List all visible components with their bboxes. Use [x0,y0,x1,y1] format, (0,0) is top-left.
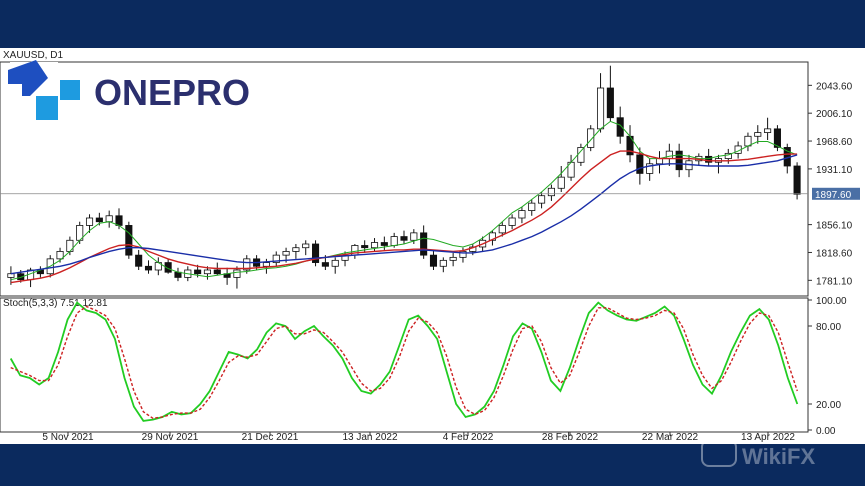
candle-body [341,254,349,261]
candle-body [361,245,369,249]
candle-body [380,242,388,246]
price-tick-label: 2043.60 [816,81,853,92]
candle-body [203,269,212,275]
candle-body [7,273,15,278]
candle-body [95,217,103,223]
candle-body [547,187,555,197]
candle-body [675,150,683,171]
candle-body [272,254,280,263]
candle-body [125,225,133,256]
candle-body [488,232,496,241]
stoch-label: Stoch(5,3,3) 7.51 12.81 [3,298,108,309]
logo-mark-icon [8,60,48,96]
x-tick-label: 29 Nov 2021 [142,432,199,443]
candle-body [312,243,320,263]
price-tick-label: 1931.10 [816,165,853,176]
logo-square-small-icon [60,80,80,100]
candle-body [390,236,398,246]
candle-body [56,251,64,260]
watermark-icon [701,439,737,467]
x-tick-label: 21 Dec 2021 [242,432,299,443]
onepro-logo: ONEPRO [8,60,250,120]
stoch-tick-label: 20.00 [816,400,841,411]
candle-body [498,225,506,234]
candle-body [764,128,772,133]
x-tick-label: 4 Feb 2022 [443,432,494,443]
candle-body [164,262,172,273]
stoch-frame [0,297,809,433]
candle-body [665,150,673,159]
candle-body [135,254,143,267]
current-price-box [812,187,860,200]
x-tick-label: 13 Jan 2022 [342,432,397,443]
x-tick-label: 22 Mar 2022 [642,432,699,443]
watermark-text: WikiFX [742,444,815,469]
candle-body [66,239,74,252]
candle-body [606,87,614,119]
candle-body [331,259,339,267]
candle-body [115,215,123,226]
candle-body [793,165,801,195]
candle-body [370,242,379,249]
candle-body [538,195,546,204]
candle-body [577,147,585,163]
price-chart-frame [0,61,809,297]
x-tick-label: 5 Nov 2021 [42,432,94,443]
candle-body [292,247,300,252]
price-tick-label: 1781.10 [816,276,853,287]
stoch-signal-line [10,305,798,420]
x-tick-label: 13 Apr 2022 [741,432,795,443]
candle-body [508,217,516,226]
price-tick-label: 2006.10 [816,109,853,120]
candle-body [439,259,447,267]
candle-body [85,217,94,226]
logo-square-icon [36,96,58,120]
candle-body [528,202,536,211]
candle-body [243,258,251,271]
candle-body [213,269,221,275]
candle-body [400,236,408,241]
wikifx-watermark: WikiFX [701,439,815,469]
candle-body [773,128,781,148]
current-price-label: 1897.60 [815,190,852,201]
candle-body [724,152,732,159]
candle-body [144,265,153,271]
candle-body [587,128,595,148]
candle-body [429,254,438,267]
candle-body [410,232,418,241]
candle-body [194,269,202,275]
candle-body [518,210,526,219]
candle-body [321,262,329,267]
candle-body [557,176,565,189]
candle-body [616,117,624,137]
candle-body [655,158,664,165]
footer-band [0,444,865,486]
moving-average-line [10,154,798,275]
candle-body [420,232,428,256]
candle-body [105,215,113,223]
price-tick-label: 1856.10 [816,221,853,232]
candle-body [459,251,467,258]
candle-body [596,87,605,130]
symbol-label: XAUUSD, D1 [3,50,63,61]
candle-body [233,269,241,278]
candle-body [262,262,270,267]
candle-body [302,243,310,249]
stoch-tick-label: 100.00 [816,296,847,307]
stoch-main-line [9,301,799,422]
price-tick-label: 1818.60 [816,248,853,259]
candle-body [282,251,290,256]
price-tick-label: 1968.60 [816,137,853,148]
candle-body [449,256,457,261]
brand-text: ONEPRO [94,72,250,113]
candle-body [646,163,654,174]
candle-body [705,155,713,163]
candle-body [636,154,644,174]
x-tick-label: 28 Feb 2022 [542,432,599,443]
stoch-tick-label: 0.00 [816,426,836,437]
candle-body [754,132,762,137]
stoch-tick-label: 80.00 [816,322,841,333]
